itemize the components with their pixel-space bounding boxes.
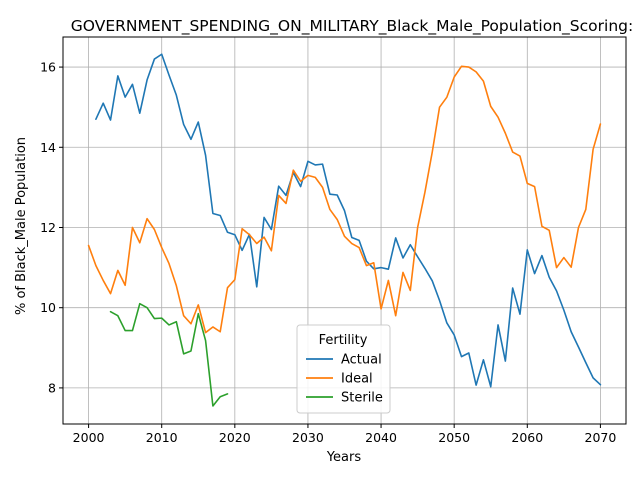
y-tick-label: 12 xyxy=(40,220,56,235)
legend-label-actual: Actual xyxy=(341,353,382,368)
y-tick-label: 14 xyxy=(40,140,56,155)
grid-lines xyxy=(63,37,626,424)
x-tick-label: 2020 xyxy=(219,430,251,445)
series-line-ideal xyxy=(87,65,602,334)
series-line-actual xyxy=(95,53,602,388)
y-tick-label: 16 xyxy=(40,60,56,75)
x-tick-label: 2030 xyxy=(292,430,324,445)
legend-label-ideal: Ideal xyxy=(341,372,373,387)
legend-items: Actual Ideal Sterile xyxy=(306,353,383,406)
series-line-sterile xyxy=(109,302,229,407)
x-tick-label: 2070 xyxy=(585,430,617,445)
legend-title: Fertility xyxy=(319,333,368,348)
y-axis-label: % of Black_Male Population xyxy=(14,137,29,315)
chart-title: GOVERNMENT_SPENDING_ON_MILITARY_Black_Ma… xyxy=(71,17,633,36)
y-tick-label: 10 xyxy=(40,300,56,315)
x-tick-label: 2000 xyxy=(73,430,105,445)
x-tick-label: 2050 xyxy=(438,430,470,445)
plot-frame xyxy=(62,36,627,425)
x-tick-label: 2040 xyxy=(365,430,397,445)
x-axis-label: Years xyxy=(326,450,362,465)
x-tick-label: 2060 xyxy=(511,430,543,445)
x-tick-label: 2010 xyxy=(146,430,178,445)
legend-label-sterile: Sterile xyxy=(341,391,383,406)
y-tick-label: 8 xyxy=(48,380,56,395)
series-lines xyxy=(87,53,602,407)
y-axis: 8 10 12 14 16 xyxy=(40,60,63,395)
legend-box xyxy=(296,324,391,414)
x-axis: 2000 2010 2020 2030 2040 2050 2060 2070 xyxy=(73,424,617,445)
legend: Fertility Actual Ideal Sterile xyxy=(296,324,391,414)
